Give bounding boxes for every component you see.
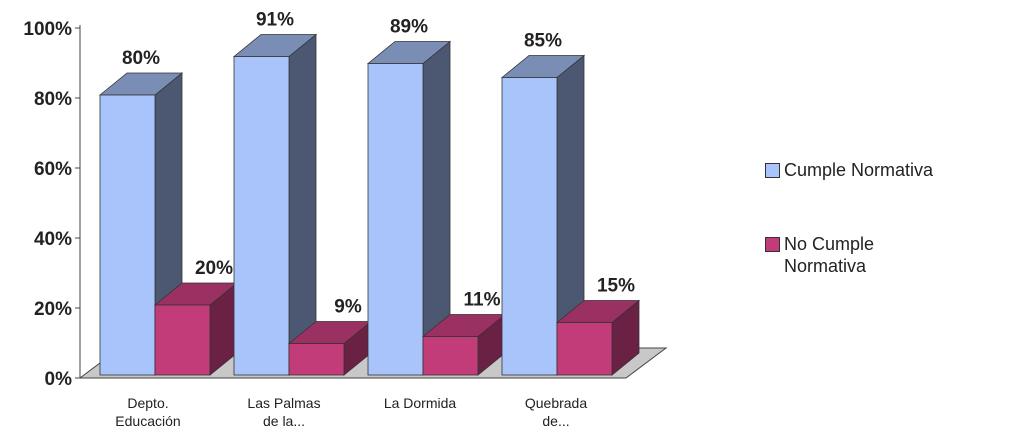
legend-item: Cumple Normativa bbox=[765, 159, 1005, 181]
legend-label: Cumple Normativa bbox=[784, 160, 934, 180]
value-label: 20% bbox=[195, 258, 233, 279]
legend-item: No Cumple Normativa bbox=[765, 233, 1005, 277]
y-tick-label: 80% bbox=[34, 89, 72, 110]
value-label: 15% bbox=[597, 276, 635, 297]
y-tick-label: 0% bbox=[45, 369, 73, 390]
x-tick-label: Quebrada de... bbox=[524, 395, 588, 429]
legend-swatch bbox=[765, 237, 780, 252]
value-label: 11% bbox=[464, 290, 501, 311]
legend-label: No Cumple Normativa bbox=[784, 234, 875, 276]
value-label: 9% bbox=[334, 297, 362, 318]
bar bbox=[99, 94, 156, 376]
x-tick-label: Depto. Educación bbox=[115, 395, 181, 429]
legend-swatch bbox=[765, 163, 780, 178]
bar bbox=[422, 336, 479, 376]
bar bbox=[556, 322, 613, 376]
value-label: 80% bbox=[122, 48, 160, 69]
bar bbox=[154, 304, 211, 376]
y-tick-label: 60% bbox=[34, 159, 72, 180]
bar bbox=[501, 77, 558, 376]
y-tick-label: 40% bbox=[34, 229, 72, 250]
value-label: 89% bbox=[390, 17, 428, 38]
bar bbox=[233, 56, 290, 376]
value-label: 91% bbox=[256, 10, 294, 31]
x-tick-label: Las Palmas de la... bbox=[247, 395, 321, 429]
value-label: 85% bbox=[524, 31, 562, 52]
bar bbox=[367, 63, 424, 376]
bar-side bbox=[288, 33, 317, 376]
bar bbox=[288, 343, 345, 376]
x-tick-label: La Dormida bbox=[383, 395, 457, 411]
y-tick-label: 100% bbox=[23, 19, 72, 40]
y-tick-label: 20% bbox=[34, 299, 72, 320]
